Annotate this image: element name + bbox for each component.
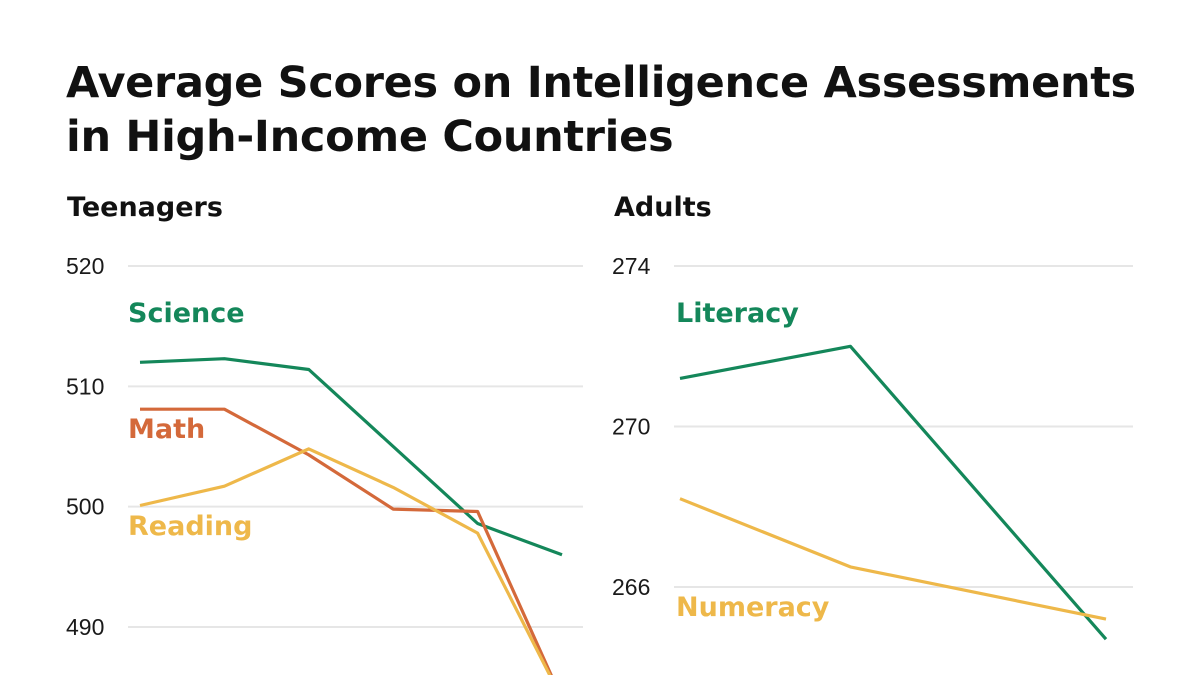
series-line-math	[140, 407, 553, 675]
series-label-reading: Reading	[128, 511, 252, 542]
series-label-science: Science	[128, 298, 245, 329]
title-line-2: in High-Income Countries	[66, 112, 674, 162]
y-tick-label: 500	[66, 494, 104, 520]
adults-chart: 274 270 266 Literacy Numeracy	[612, 253, 1133, 641]
series-label-math: Math	[128, 414, 205, 445]
y-tick-label: 510	[66, 373, 104, 399]
series-line-reading	[139, 447, 552, 675]
teenagers-chart: 520 510 500 490 Science Math Reading	[66, 253, 583, 675]
series-label-literacy: Literacy	[676, 298, 799, 329]
chart-title: Average Scores on Intelligence Assessmen…	[66, 56, 1176, 164]
title-line-1: Average Scores on Intelligence Assessmen…	[66, 58, 1136, 108]
y-tick-label: 266	[612, 574, 650, 600]
y-tick-label: 520	[66, 253, 104, 279]
series-label-numeracy: Numeracy	[676, 592, 830, 623]
panel-title-teenagers: Teenagers	[67, 192, 223, 223]
panel-title-adults: Adults	[614, 192, 712, 223]
y-tick-label: 490	[66, 614, 104, 640]
y-tick-label: 270	[612, 414, 650, 440]
y-tick-label: 274	[612, 253, 651, 279]
